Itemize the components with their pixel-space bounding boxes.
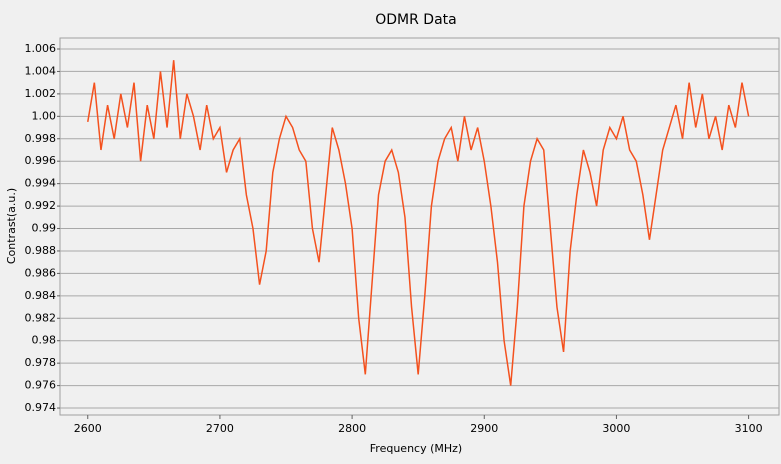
x-tick-label: 2800 bbox=[338, 422, 366, 435]
x-tick-label: 3000 bbox=[602, 422, 630, 435]
y-tick-label: 1.00 bbox=[32, 109, 57, 122]
y-tick-label: 0.994 bbox=[25, 177, 57, 190]
chart-title: ODMR Data bbox=[375, 12, 456, 28]
y-tick-label: 1.004 bbox=[25, 64, 57, 77]
y-tick-label: 1.006 bbox=[25, 42, 57, 55]
y-tick-label: 0.998 bbox=[25, 132, 57, 145]
y-tick-label: 0.992 bbox=[25, 199, 57, 212]
y-tick-label: 0.976 bbox=[25, 379, 57, 392]
x-tick-label: 2600 bbox=[74, 422, 102, 435]
data-line bbox=[87, 60, 750, 386]
x-axis-label: Frequency (MHz) bbox=[370, 442, 462, 455]
y-tick-label: 0.98 bbox=[32, 334, 57, 347]
y-tick-label: 1.002 bbox=[25, 87, 57, 100]
y-tick-label: 0.986 bbox=[25, 266, 57, 279]
y-axis-label: Contrast(a.u.) bbox=[5, 188, 18, 264]
y-tick-label: 0.978 bbox=[25, 356, 57, 369]
x-tick-label: 2700 bbox=[206, 422, 234, 435]
y-tick-label: 0.982 bbox=[25, 311, 57, 324]
y-tick-label: 0.988 bbox=[25, 244, 57, 257]
x-tick-label: 3100 bbox=[735, 422, 763, 435]
y-tick-label: 0.984 bbox=[25, 289, 57, 302]
y-tick-label: 0.974 bbox=[25, 401, 57, 414]
y-tick-label: 0.99 bbox=[32, 222, 57, 235]
x-tick-label: 2900 bbox=[470, 422, 498, 435]
y-tick-label: 0.996 bbox=[25, 154, 57, 167]
